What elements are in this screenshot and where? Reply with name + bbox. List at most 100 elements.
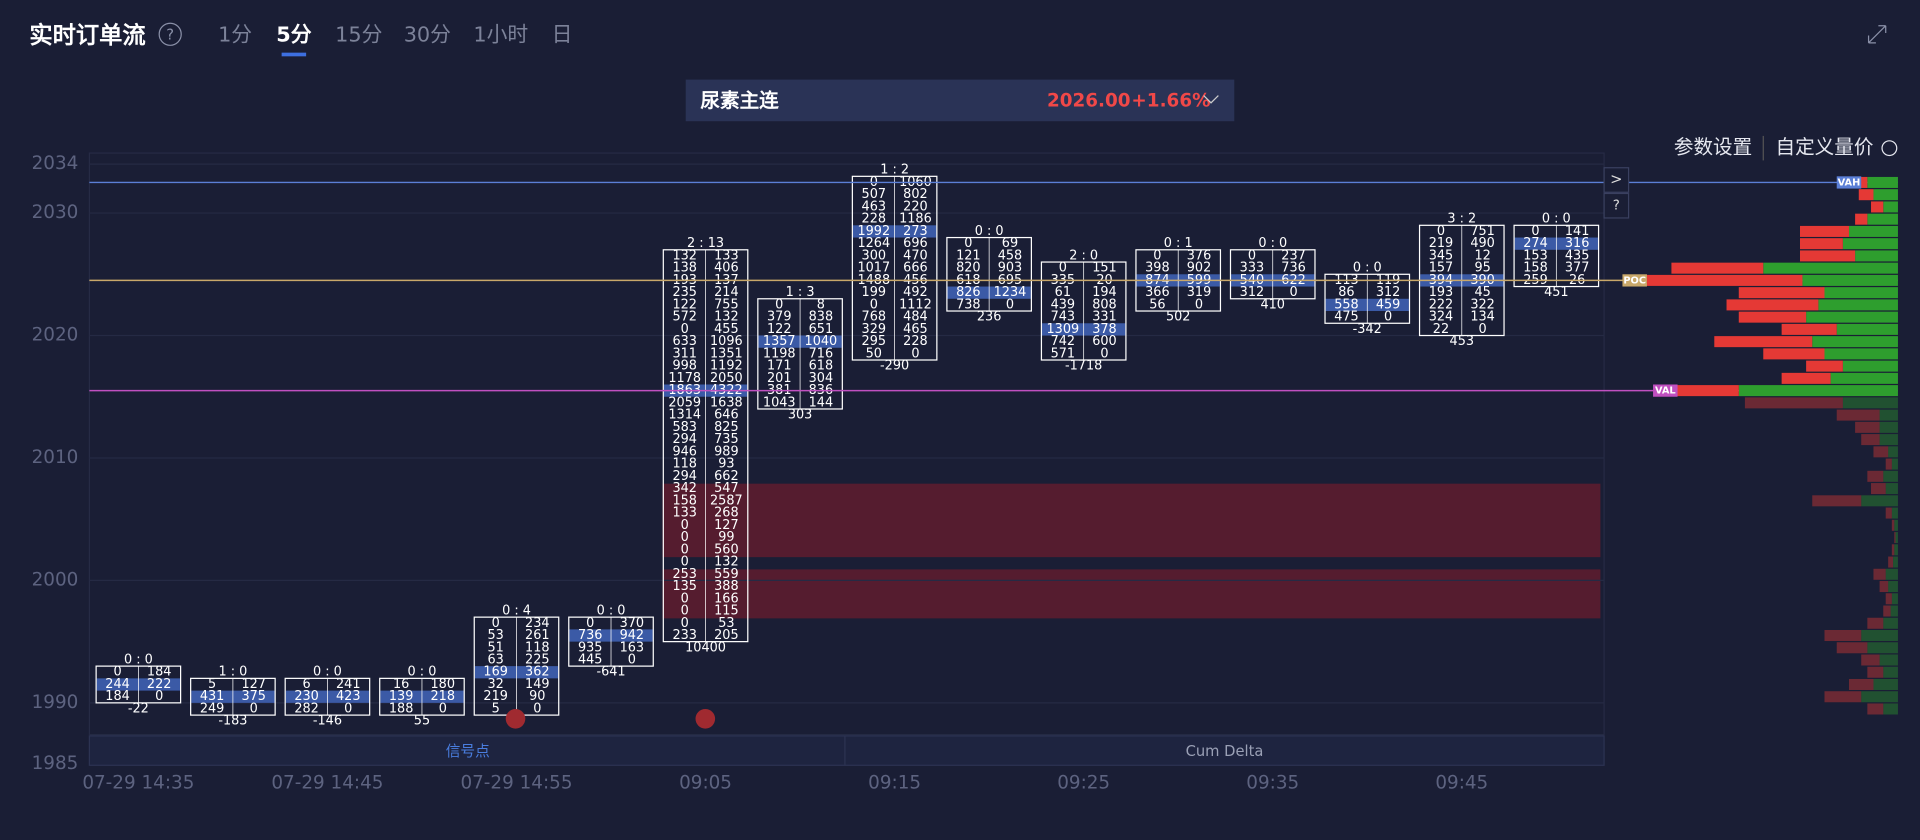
delta: 502 bbox=[1166, 310, 1191, 325]
tab[interactable]: 日 bbox=[552, 23, 573, 47]
x-tick-label: 07-29 14:45 bbox=[271, 773, 383, 794]
bid-volume: 633 bbox=[672, 334, 697, 349]
bid-volume: 219 bbox=[483, 689, 508, 704]
tab[interactable]: 5分 bbox=[276, 23, 311, 47]
x-tick-label: 09:15 bbox=[868, 773, 921, 794]
bid-volume: 0 bbox=[586, 616, 594, 631]
profile-buy bbox=[1894, 519, 1898, 531]
profile-sell bbox=[1800, 238, 1843, 250]
tab[interactable]: 1分 bbox=[218, 23, 252, 47]
trade-count: 0 : 1 bbox=[1164, 236, 1193, 251]
profile-buy bbox=[1824, 287, 1898, 299]
delta: 303 bbox=[788, 408, 813, 423]
ask-volume: 903 bbox=[998, 261, 1023, 276]
ask-volume: 234 bbox=[525, 616, 550, 631]
bid-volume: 121 bbox=[956, 248, 981, 263]
cum-delta-panel[interactable]: Cum Delta bbox=[1186, 743, 1264, 760]
ask-volume: 618 bbox=[809, 359, 834, 374]
bid-volume: 572 bbox=[672, 310, 697, 325]
ask-volume: 0 bbox=[1384, 310, 1392, 325]
profile-buy bbox=[1885, 568, 1898, 580]
profile-sell bbox=[1781, 372, 1831, 384]
trade-count: 1 : 0 bbox=[218, 665, 247, 680]
profile-sell bbox=[1738, 311, 1807, 323]
signal-icon[interactable] bbox=[505, 708, 526, 729]
y-tick-label: 2010 bbox=[32, 447, 79, 468]
x-tick-label: 07-29 14:35 bbox=[82, 773, 194, 794]
ask-volume: 662 bbox=[714, 469, 739, 484]
bid-volume: 398 bbox=[1145, 261, 1170, 276]
tab[interactable]: 30分 bbox=[404, 23, 451, 47]
custom-volume[interactable]: 自定义量价 bbox=[1776, 136, 1874, 159]
ask-volume: 838 bbox=[809, 310, 834, 325]
settings[interactable]: 参数设置 bbox=[1674, 136, 1752, 159]
symbol-box[interactable] bbox=[685, 79, 1235, 122]
delta: 410 bbox=[1260, 297, 1285, 312]
ask-volume: 666 bbox=[903, 261, 928, 276]
delta: 55 bbox=[414, 714, 430, 729]
profile-sell bbox=[1879, 581, 1889, 593]
ask-volume: 802 bbox=[903, 187, 928, 202]
ask-volume: 304 bbox=[809, 371, 834, 386]
trade-count: 0 : 0 bbox=[1542, 212, 1571, 227]
bid-volume: 244 bbox=[105, 677, 130, 692]
profile-sell bbox=[1885, 458, 1892, 470]
bid-volume: 300 bbox=[862, 248, 887, 263]
ask-volume: 1192 bbox=[710, 359, 743, 374]
help[interactable]: ? bbox=[166, 27, 174, 44]
ask-volume: 222 bbox=[147, 677, 172, 692]
tab-indicator bbox=[281, 52, 307, 57]
tab[interactable]: 15分 bbox=[335, 23, 382, 47]
ask-volume: 312 bbox=[1376, 285, 1401, 300]
dropdown-icon[interactable] bbox=[1203, 95, 1219, 104]
tab[interactable]: 1小时 bbox=[473, 23, 528, 47]
ask-volume: 69 bbox=[1002, 236, 1018, 251]
side-button[interactable] bbox=[1603, 167, 1630, 193]
profile-sell bbox=[1726, 299, 1819, 311]
bid-volume: 5 bbox=[208, 677, 216, 692]
side-button-label[interactable]: > bbox=[1610, 171, 1622, 188]
ask-volume: 465 bbox=[903, 322, 928, 337]
trade-count: 2 : 0 bbox=[1069, 248, 1098, 263]
ask-volume: 490 bbox=[1470, 236, 1495, 251]
ask-volume: 0 bbox=[1100, 346, 1108, 361]
profile-sell bbox=[1873, 446, 1889, 458]
profile-sell bbox=[1800, 225, 1849, 237]
profile-buy bbox=[1848, 225, 1898, 237]
tabs: 1分 5分 15分 30分 1小时日 bbox=[218, 23, 572, 57]
profile-buy bbox=[1855, 250, 1898, 262]
profile-sell bbox=[1885, 507, 1892, 519]
signal-icon[interactable] bbox=[695, 708, 716, 729]
ask-volume: 12 bbox=[1474, 248, 1490, 263]
side-button-label[interactable]: ? bbox=[1613, 199, 1620, 214]
custom-icon[interactable] bbox=[1881, 140, 1898, 157]
profile-buy bbox=[1888, 581, 1898, 593]
ask-volume: 218 bbox=[431, 689, 456, 704]
profile-buy bbox=[1879, 421, 1898, 433]
help-icon[interactable] bbox=[158, 22, 182, 46]
ask-volume: 735 bbox=[714, 432, 739, 447]
profile-buy bbox=[1812, 336, 1898, 348]
side-button[interactable] bbox=[1603, 192, 1630, 219]
bid-volume: 294 bbox=[672, 469, 697, 484]
ask-volume: 1351 bbox=[710, 346, 743, 361]
profile-sell bbox=[1714, 336, 1813, 348]
profile-buy bbox=[1842, 397, 1898, 409]
ask-volume: 316 bbox=[1565, 236, 1590, 251]
trade-count: 0 : 0 bbox=[1353, 261, 1382, 276]
bid-volume: 228 bbox=[862, 212, 887, 227]
bid-volume: 0 bbox=[1248, 248, 1256, 263]
bid-volume: 199 bbox=[862, 285, 887, 300]
bid-volume: 0 bbox=[870, 297, 878, 312]
profile-sell bbox=[1836, 642, 1868, 654]
bid-volume: 0 bbox=[681, 591, 689, 606]
profile-buy bbox=[1883, 470, 1898, 482]
delta: -342 bbox=[1353, 322, 1382, 337]
plot-area bbox=[88, 152, 1605, 736]
level-label: POC bbox=[1623, 275, 1646, 286]
profile-buy bbox=[1867, 642, 1898, 654]
bid-volume: 324 bbox=[1429, 310, 1454, 325]
signal-panel[interactable]: 信号点 bbox=[446, 743, 490, 760]
delta: 10400 bbox=[685, 640, 726, 655]
collapse-icon[interactable] bbox=[1867, 25, 1887, 44]
